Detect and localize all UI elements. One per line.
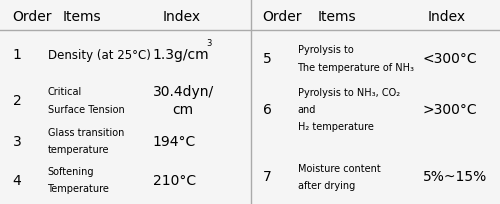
- Text: 1: 1: [12, 48, 22, 62]
- Text: H₂ temperature: H₂ temperature: [298, 122, 374, 133]
- Text: Pyrolysis to: Pyrolysis to: [298, 45, 353, 55]
- Text: Glass transition: Glass transition: [48, 128, 124, 138]
- Text: 7: 7: [262, 171, 271, 184]
- Text: <300°C: <300°C: [422, 52, 477, 66]
- Text: 2: 2: [12, 94, 21, 108]
- Text: >300°C: >300°C: [422, 103, 477, 117]
- Text: temperature: temperature: [48, 145, 109, 155]
- Text: Order: Order: [262, 10, 302, 24]
- Text: and: and: [298, 105, 316, 115]
- Text: Order: Order: [12, 10, 52, 24]
- Text: Temperature: Temperature: [48, 184, 110, 194]
- Text: Density (at 25°C): Density (at 25°C): [48, 49, 150, 62]
- Text: 4: 4: [12, 174, 21, 187]
- Text: 3: 3: [206, 39, 212, 48]
- Text: 1.3g/cm: 1.3g/cm: [152, 48, 209, 62]
- Text: 30.4dyn/: 30.4dyn/: [152, 85, 214, 99]
- Text: cm: cm: [172, 103, 194, 117]
- Text: Pyrolysis to NH₃, CO₂: Pyrolysis to NH₃, CO₂: [298, 88, 400, 98]
- Text: The temperature of NH₃: The temperature of NH₃: [298, 63, 414, 73]
- Text: 5: 5: [262, 52, 271, 66]
- Text: Items: Items: [62, 10, 101, 24]
- Text: Surface Tension: Surface Tension: [48, 105, 124, 115]
- Text: Index: Index: [428, 10, 466, 24]
- Text: 194°C: 194°C: [152, 135, 196, 149]
- Text: 6: 6: [262, 103, 272, 117]
- Text: Items: Items: [318, 10, 356, 24]
- Text: after drying: after drying: [298, 181, 355, 191]
- Text: Critical: Critical: [48, 87, 82, 97]
- Text: 210°C: 210°C: [152, 174, 196, 187]
- Text: 5%~15%: 5%~15%: [422, 171, 487, 184]
- Text: 3: 3: [12, 135, 21, 149]
- Text: Softening: Softening: [48, 167, 94, 177]
- Text: Moisture content: Moisture content: [298, 164, 380, 174]
- Text: Index: Index: [162, 10, 200, 24]
